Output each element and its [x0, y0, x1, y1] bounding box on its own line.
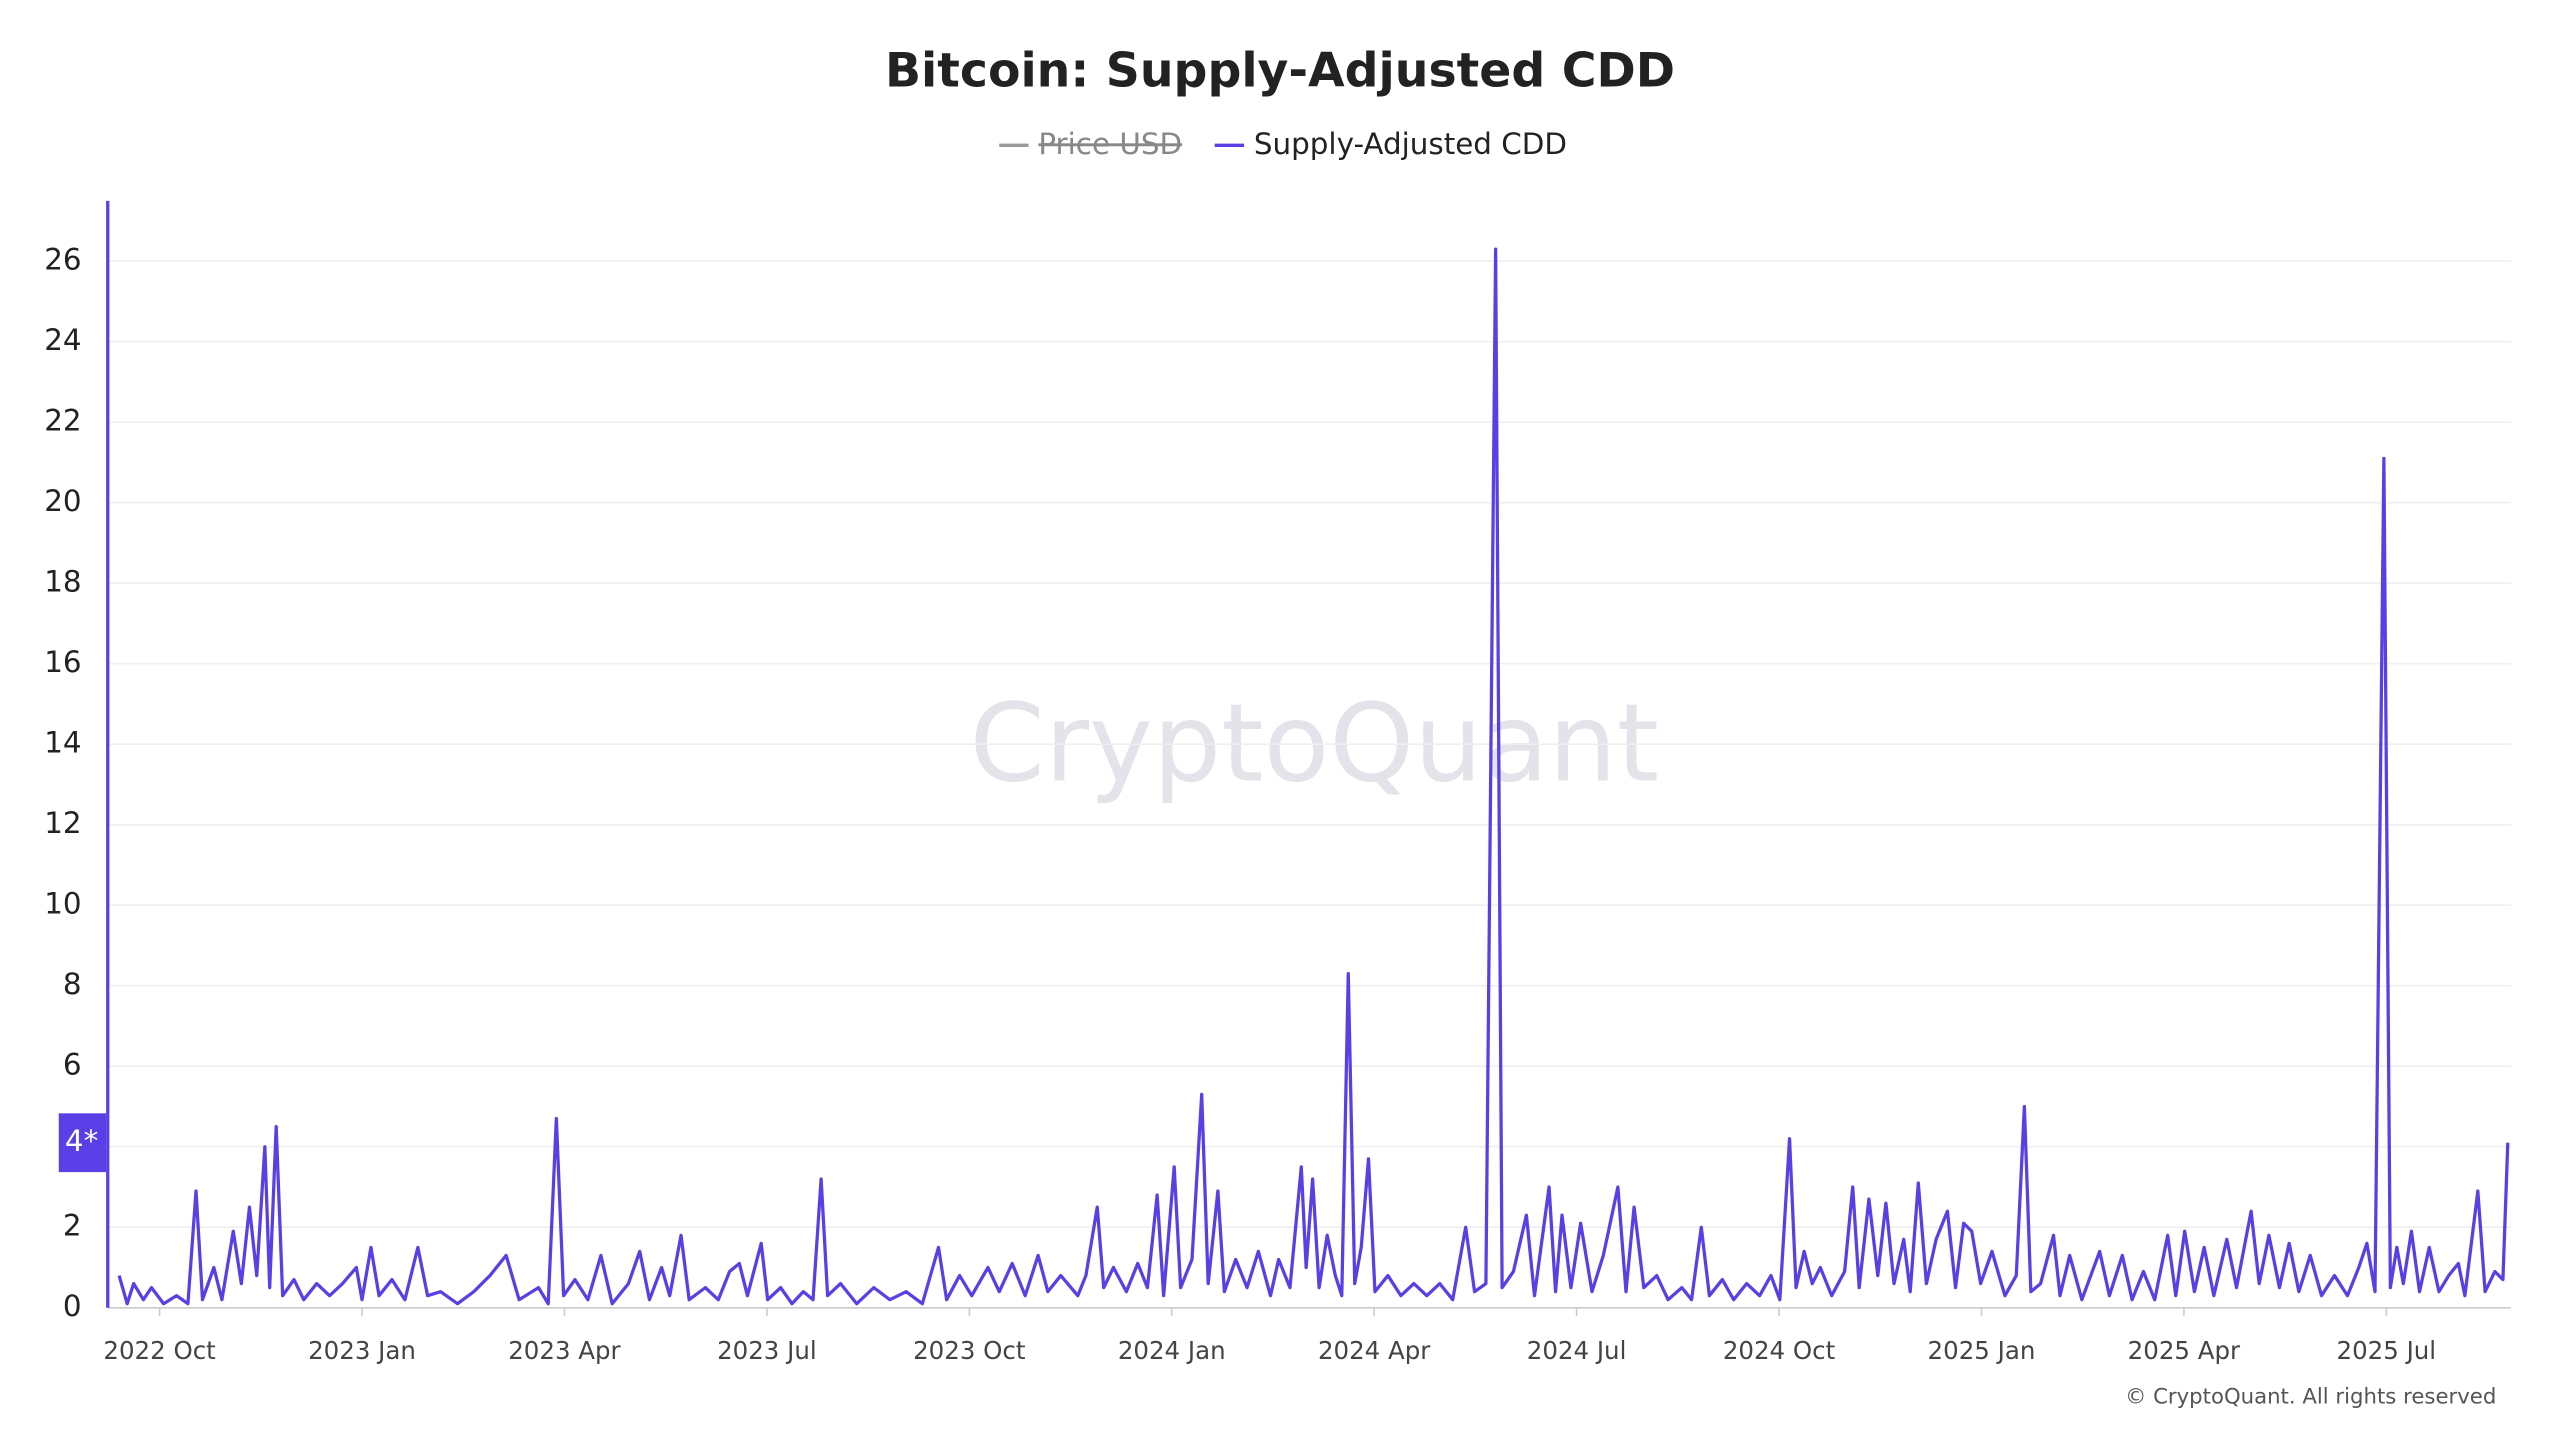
y-tick-label: 14: [44, 726, 81, 760]
y-tick-label: 0: [63, 1289, 82, 1323]
chart-title: Bitcoin: Supply-Adjusted CDD: [885, 43, 1675, 98]
x-tick-label: 2025 Jan: [1928, 1336, 2036, 1365]
y-tick-label: 22: [44, 404, 81, 438]
x-tick-label: 2024 Oct: [1723, 1336, 1836, 1365]
y-tick-label: 8: [63, 967, 82, 1001]
legend-label[interactable]: Supply-Adjusted CDD: [1254, 127, 1567, 161]
legend-label[interactable]: Price USD: [1038, 127, 1182, 161]
x-tick-label: 2025 Jul: [2337, 1336, 2437, 1365]
y-tick-label: 16: [44, 645, 81, 679]
y-tick-label: 18: [44, 565, 81, 599]
y-tick-label: 20: [44, 484, 81, 518]
x-tick-label: 2024 Jul: [1527, 1336, 1627, 1365]
x-tick-label: 2023 Apr: [508, 1336, 621, 1365]
x-tick-label: 2024 Apr: [1318, 1336, 1431, 1365]
copyright: © CryptoQuant. All rights reserved: [2125, 1385, 2496, 1410]
current-value-box: [58, 1113, 107, 1173]
x-tick-label: 2023 Oct: [913, 1336, 1026, 1365]
x-tick-label: 2023 Jul: [717, 1336, 817, 1365]
y-tick-label: 26: [44, 243, 81, 277]
y-tick-label: 2: [63, 1209, 82, 1243]
current-value-label: 4*: [65, 1124, 98, 1158]
x-tick-label: 2022 Oct: [103, 1336, 216, 1365]
x-tick-label: 2023 Jan: [308, 1336, 416, 1365]
y-tick-label: 10: [44, 887, 81, 921]
series-line: [117, 247, 2510, 1306]
y-tick-label: 24: [44, 323, 81, 357]
y-tick-label: 6: [63, 1048, 82, 1082]
x-tick-label: 2025 Apr: [2128, 1336, 2241, 1365]
y-tick-label: 12: [44, 806, 81, 840]
x-tick-label: 2024 Jan: [1118, 1336, 1226, 1365]
